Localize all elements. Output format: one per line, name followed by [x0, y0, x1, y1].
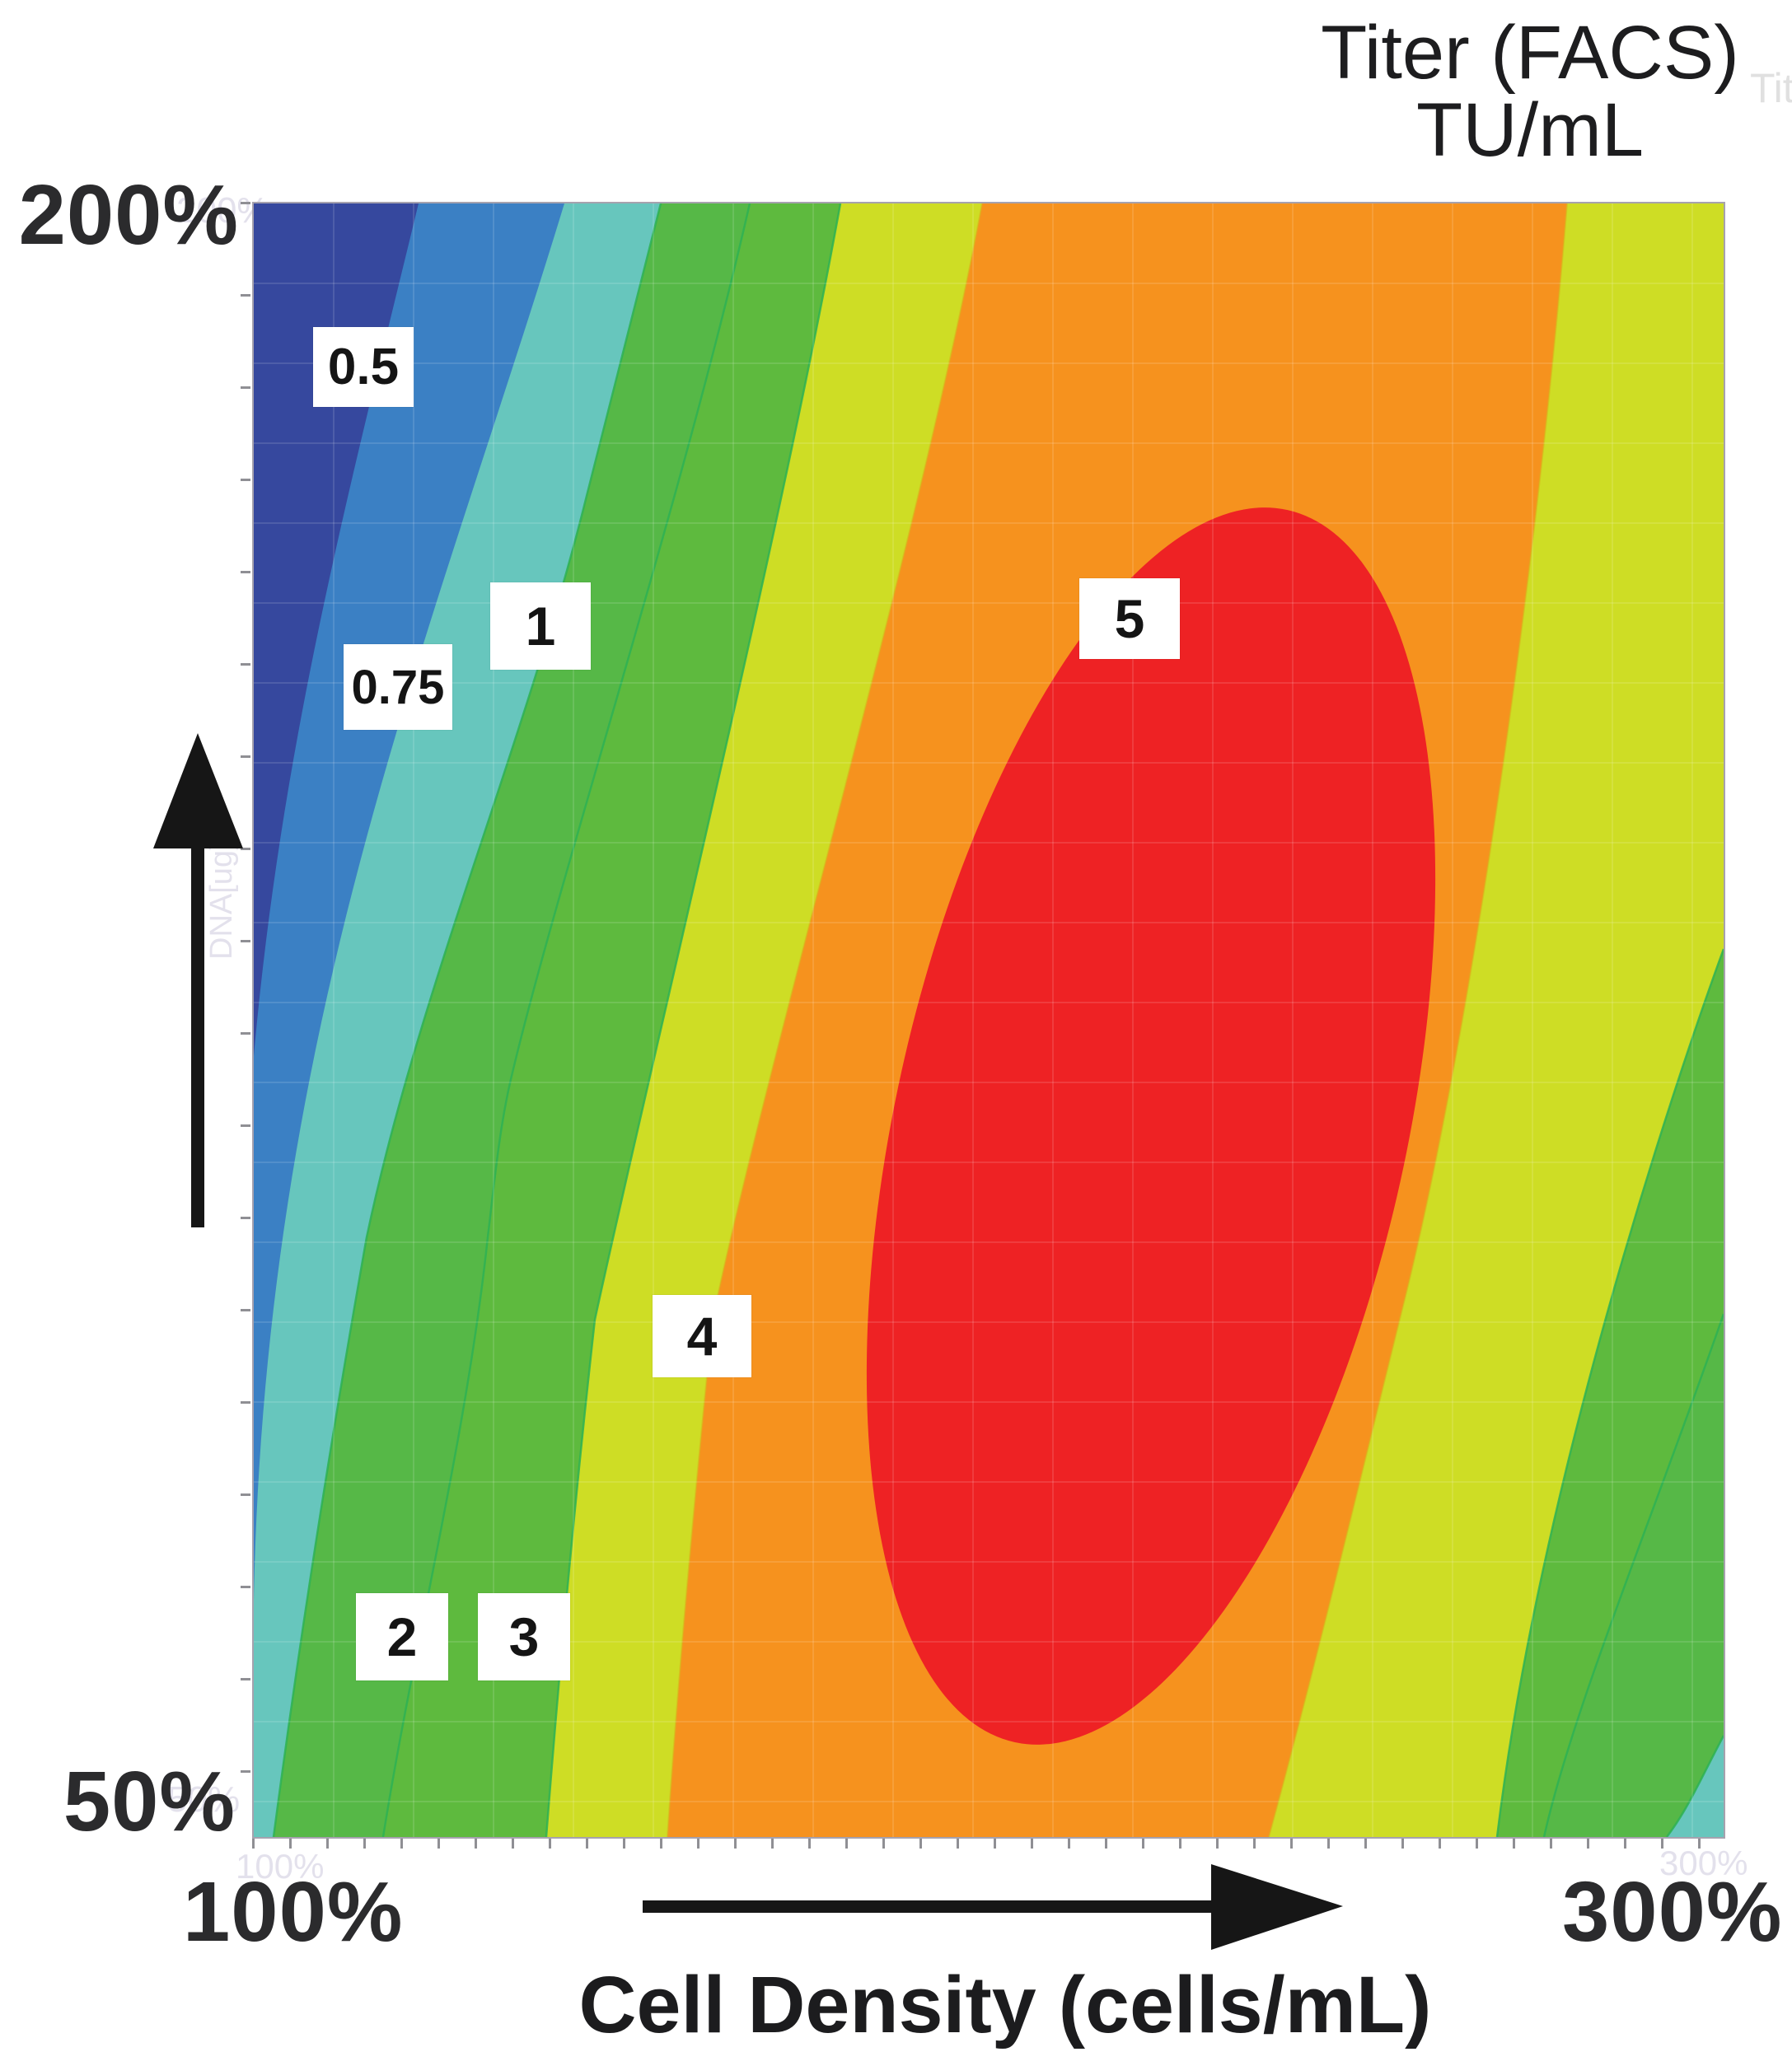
contour-label-2: 2	[356, 1593, 448, 1680]
chart-title: Titer (FACS) TU/mL	[1291, 11, 1769, 172]
contour-lines-orange	[667, 203, 1568, 1837]
contour-label-5: 5	[1079, 578, 1180, 659]
x-axis-arrow-icon	[643, 1858, 1343, 1961]
y-axis-arrow-icon	[147, 733, 250, 1232]
y-axis-ticks	[241, 202, 250, 1837]
x-axis-ticks	[252, 1839, 1724, 1849]
contour-plot-canvas	[254, 203, 1724, 1837]
plot-area: 0.5 0.75 1 5 4 2 3	[252, 202, 1725, 1839]
x-axis-label: Cell Density (cells/mL)	[578, 1960, 1432, 2050]
y-tick-min: 50%	[63, 1754, 236, 1849]
y-tick-max: 200%	[18, 167, 239, 262]
chart-title-line1: Titer (FACS)	[1321, 11, 1739, 95]
contour-label-0.5: 0.5	[313, 327, 414, 407]
contour-label-1: 1	[490, 582, 591, 670]
chart-title-line2: TU/mL	[1416, 87, 1644, 172]
x-tick-max: 300%	[1562, 1864, 1783, 1959]
contour-label-0.75: 0.75	[344, 644, 452, 730]
contour-label-3: 3	[478, 1593, 570, 1680]
contour-label-4: 4	[653, 1295, 751, 1377]
x-tick-min: 100%	[183, 1864, 404, 1959]
contour-band-gt-5	[866, 507, 1436, 1745]
grid-lines	[254, 203, 1724, 1837]
